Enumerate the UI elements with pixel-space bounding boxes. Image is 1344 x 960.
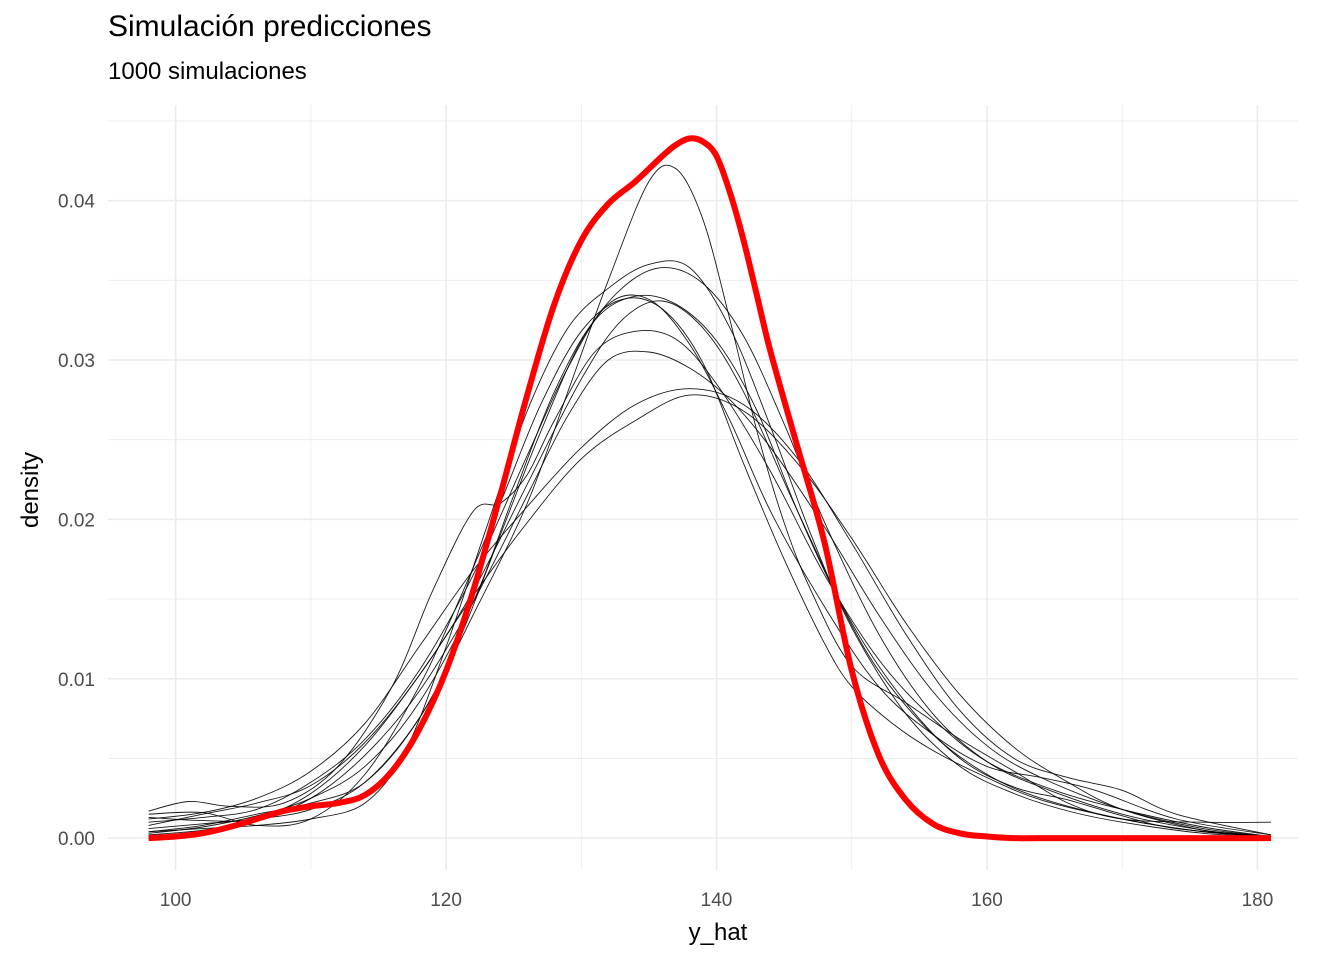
x-axis-title: y_hat xyxy=(689,919,748,946)
simulated-density-line-11 xyxy=(148,297,1272,837)
simulated-density-line-1 xyxy=(148,300,1272,837)
y-tick-label: 0.03 xyxy=(58,351,95,372)
simulated-density-line-4 xyxy=(148,350,1272,837)
simulated-density-line-2 xyxy=(148,329,1272,837)
simulated-density-line-6 xyxy=(148,267,1272,837)
y-tick-label: 0.01 xyxy=(58,670,95,691)
x-tick-label: 100 xyxy=(160,890,192,911)
chart-subtitle: 1000 simulaciones xyxy=(108,58,307,85)
y-tick-label: 0.02 xyxy=(58,510,95,531)
major-gridlines xyxy=(108,105,1298,870)
simulated-density-line-8 xyxy=(148,260,1272,837)
simulated-density-lines xyxy=(148,164,1272,837)
simulated-density-line-10 xyxy=(148,294,1272,837)
observed-density-line xyxy=(148,135,1271,842)
x-tick-label: 180 xyxy=(1242,890,1274,911)
x-tick-label: 120 xyxy=(430,890,462,911)
x-tick-label: 140 xyxy=(701,890,733,911)
y-axis-title: density xyxy=(17,452,44,528)
x-tick-labels: 100 120 140 160 180 xyxy=(160,890,1274,911)
minor-gridlines xyxy=(108,105,1298,870)
simulated-density-line-7 xyxy=(148,388,1272,836)
simulated-density-line-5 xyxy=(148,164,1272,833)
y-tick-label: 0.00 xyxy=(58,829,95,850)
simulated-density-line-9 xyxy=(148,394,1272,837)
chart-title: Simulación predicciones xyxy=(108,10,432,43)
y-tick-label: 0.04 xyxy=(58,192,95,213)
x-tick-label: 160 xyxy=(971,890,1003,911)
simulated-density-line-3 xyxy=(148,294,1272,836)
y-tick-labels: 0.00 0.01 0.02 0.03 0.04 xyxy=(58,192,95,851)
observed-density-line-group xyxy=(148,135,1271,842)
